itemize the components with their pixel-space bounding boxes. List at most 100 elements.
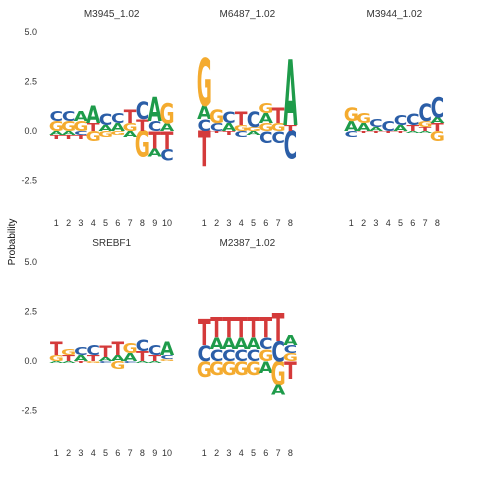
- x-tick-label: 6: [410, 218, 415, 228]
- logo-letter-c: C: [148, 118, 162, 134]
- logo-letter-t: T: [272, 307, 285, 352]
- logo-letter-a: A: [197, 103, 212, 124]
- logo-letter-c: C: [247, 107, 261, 133]
- logo-letter-g: G: [123, 341, 138, 357]
- logo-letter-g: G: [110, 359, 125, 372]
- logo-letter-t: T: [198, 122, 211, 179]
- x-tick-label: 5: [251, 448, 256, 458]
- logo-panel: M2387_1.021GCT2GCAT3GCAT4GCAT5GCAT6AGCT7…: [197, 238, 298, 458]
- logo-letter-g: G: [98, 130, 113, 139]
- logo-letter-g: G: [430, 128, 445, 144]
- logo-letter-c: C: [259, 335, 273, 354]
- y-tick-label: 5.0: [24, 257, 37, 267]
- logo-letter-a: A: [406, 131, 421, 134]
- logo-letter-c: C: [284, 124, 298, 169]
- logo-letter-g: G: [73, 118, 88, 134]
- logo-letter-g: G: [110, 130, 125, 136]
- logo-letter-t: T: [62, 354, 75, 363]
- logo-letter-t: T: [87, 121, 100, 134]
- logo-letter-t: T: [87, 354, 100, 363]
- x-tick-label: 5: [398, 218, 403, 228]
- logo-letter-t: T: [431, 121, 444, 134]
- logo-letter-t: T: [284, 357, 297, 385]
- logo-letter-g: G: [135, 124, 150, 165]
- logo-letter-a: A: [49, 130, 64, 136]
- x-tick-label: 2: [214, 448, 219, 458]
- logo-letter-a: A: [111, 121, 126, 134]
- logo-letter-c: C: [234, 130, 248, 139]
- logo-letter-a: A: [148, 92, 163, 130]
- logo-letter-g: G: [86, 128, 101, 144]
- logo-letter-g: G: [258, 121, 273, 134]
- logo-letter-t: T: [62, 134, 76, 140]
- x-tick-label: 9: [152, 218, 157, 228]
- logo-letter-c: C: [369, 117, 383, 130]
- logo-letter-g: G: [258, 347, 273, 366]
- logo-letter-c: C: [74, 345, 88, 358]
- logo-letter-c: C: [234, 347, 248, 366]
- logo-letter-g: G: [258, 101, 273, 117]
- logo-letter-a: A: [283, 333, 298, 349]
- x-tick-label: 8: [288, 448, 293, 458]
- logo-letter-c: C: [148, 343, 162, 359]
- logo-letter-c: C: [406, 111, 420, 130]
- y-tick-label: 5.0: [24, 27, 37, 37]
- logo-letter-g: G: [159, 99, 174, 131]
- logo-letter-c: C: [62, 109, 76, 125]
- panel-title: M6487_1.02: [220, 9, 276, 20]
- x-tick-label: 10: [162, 218, 172, 228]
- logo-letter-t: T: [394, 131, 407, 134]
- x-tick-label: 6: [115, 448, 120, 458]
- x-tick-label: 6: [115, 218, 120, 228]
- x-tick-label: 2: [361, 218, 366, 228]
- logo-letter-c: C: [50, 109, 64, 125]
- logo-letter-a: A: [369, 126, 384, 132]
- x-tick-label: 3: [78, 218, 83, 228]
- logo-letter-g: G: [418, 120, 433, 129]
- logo-letter-c: C: [271, 336, 285, 368]
- logo-letter-t: T: [210, 313, 223, 345]
- logo-letter-c: C: [418, 100, 432, 128]
- logo-letter-c: C: [74, 130, 88, 136]
- logo-letter-a: A: [393, 124, 407, 133]
- logo-letter-c: C: [210, 347, 224, 366]
- x-tick-label: 4: [239, 218, 244, 228]
- logo-letter-t: T: [210, 131, 223, 134]
- logo-letter-c: C: [136, 98, 150, 126]
- logo-letter-a: A: [74, 354, 88, 363]
- logo-letter-c: C: [136, 337, 150, 356]
- logo-letter-a: A: [148, 361, 163, 364]
- logo-letter-g: G: [197, 356, 212, 382]
- logo-panel: SREBF1-2.50.02.55.01AGT2ATG3TAC4GTC5CAT6…: [21, 238, 174, 458]
- logo-letter-t: T: [259, 313, 272, 345]
- logo-letter-g: G: [49, 354, 64, 363]
- x-tick-label: 9: [152, 448, 157, 458]
- x-tick-label: 8: [140, 448, 145, 458]
- x-tick-label: 2: [66, 448, 71, 458]
- logo-letter-t: T: [198, 313, 211, 354]
- logo-letter-a: A: [98, 124, 112, 133]
- logo-panel: M3945_1.02-2.50.02.55.01ATGC2ATGC3CTGA4G…: [21, 9, 174, 228]
- x-tick-label: 3: [226, 218, 231, 228]
- logo-letter-c: C: [381, 118, 395, 134]
- logo-letter-a: A: [222, 121, 237, 134]
- x-tick-label: 8: [435, 218, 440, 228]
- logo-letter-t: T: [136, 117, 149, 136]
- logo-letter-t: T: [223, 130, 237, 136]
- logo-letter-c: C: [431, 93, 445, 125]
- y-tick-label: 2.5: [24, 307, 37, 317]
- x-tick-label: 8: [140, 218, 145, 228]
- logo-letter-a: A: [222, 335, 237, 354]
- logo-letter-a: A: [356, 121, 371, 134]
- logo-letter-g: G: [159, 359, 174, 362]
- logo-letter-t: T: [272, 103, 285, 129]
- logo-letter-a: A: [283, 43, 297, 147]
- x-tick-label: 5: [103, 448, 108, 458]
- logo-letter-g: G: [283, 351, 298, 364]
- logo-letter-t: T: [148, 127, 161, 155]
- logo-letter-c: C: [99, 111, 113, 130]
- x-tick-label: 4: [386, 218, 391, 228]
- x-tick-label: 7: [423, 218, 428, 228]
- logo-letter-g: G: [209, 107, 224, 128]
- logo-letter-a: A: [61, 130, 76, 136]
